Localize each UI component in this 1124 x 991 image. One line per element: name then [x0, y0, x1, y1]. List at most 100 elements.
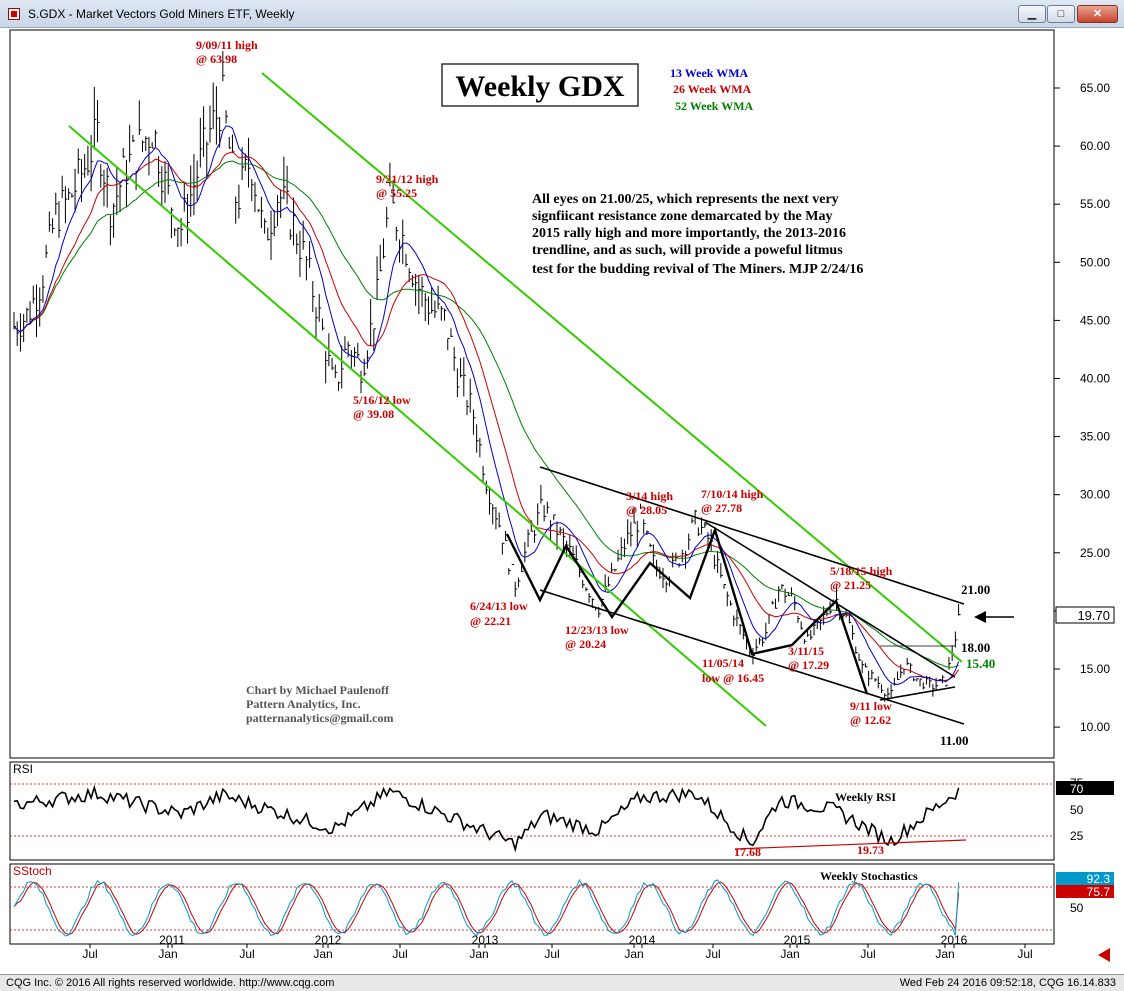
annotation-7-10-14-high: 7/10/14 high — [701, 487, 764, 501]
rsi-low-1: 17.68 — [734, 845, 761, 859]
price-y-tick-label: 10.00 — [1080, 720, 1110, 734]
rsi-series-label: Weekly RSI — [835, 790, 896, 804]
legend-wma52: 52 Week WMA — [675, 99, 754, 113]
price-y-tick-label: 65.00 — [1080, 81, 1110, 95]
annotation-11-05-14-value: low @ 16.45 — [702, 671, 764, 685]
close-icon: ✕ — [1092, 8, 1103, 20]
last-price-tag — [1055, 606, 1115, 624]
annotation-5-18-15-value: @ 21.25 — [830, 578, 871, 592]
legend-wma13: 13 Week WMA — [670, 66, 749, 80]
credit-line-3: patternanalytics@gmail.com — [246, 711, 393, 725]
annotation-3-14-value: @ 28.05 — [626, 503, 667, 517]
stoch-d-line — [13, 881, 960, 936]
price-y-tick-label: 35.00 — [1080, 430, 1110, 444]
price-y-tick-label: 45.00 — [1080, 313, 1110, 327]
footer-timestamp: Wed Feb 24 2016 09:52:18, CQG 16.14.833 — [899, 977, 1116, 989]
price-y-tick-label: 60.00 — [1080, 139, 1110, 153]
annotation-9-09-11-high: 9/09/11 high — [196, 38, 258, 52]
window-title-bar: S.GDX - Market Vectors Gold Miners ETF, … — [0, 0, 1124, 28]
footer-copyright: CQG Inc. © 2016 All rights reserved worl… — [6, 977, 335, 989]
price-y-tick-label: 15.00 — [1080, 662, 1110, 676]
price-y-tick-label: 25.00 — [1080, 546, 1110, 560]
annotation-12-23-13-low: 12/23/13 low — [565, 623, 629, 637]
support-trendline — [539, 589, 965, 725]
stoch-k-tag — [1056, 872, 1114, 885]
maximize-icon: □ — [1057, 8, 1065, 20]
annotation-6-24-13-low: 6/24/13 low — [470, 599, 528, 613]
x-month-label: Jul — [392, 947, 407, 961]
last-price-value: 19.70 — [1077, 608, 1110, 623]
commentary-line-3: 2015 rally high and more importantly, th… — [532, 226, 846, 241]
wedge-upper-line — [704, 521, 956, 678]
zigzag-pattern — [505, 526, 869, 695]
price-y-tick-label: 30.00 — [1080, 488, 1110, 502]
x-month-label: Jul — [705, 947, 720, 961]
annotation-3-11-15: 3/11/15 — [788, 644, 824, 658]
level-21: 21.00 — [961, 582, 990, 597]
rsi-low-2: 19.73 — [857, 843, 884, 857]
annotation-7-10-14-value: @ 27.78 — [701, 501, 742, 515]
rsi-value-tag — [1056, 781, 1114, 795]
x-month-label: Jul — [544, 947, 559, 961]
price-y-tick-label: 55.00 — [1080, 197, 1110, 211]
annotation-5-18-15-high: 5/18/15 high — [830, 564, 893, 578]
rsi-tick-25: 25 — [1070, 829, 1084, 843]
wma26-line — [13, 151, 960, 682]
title-box — [441, 63, 639, 107]
stoch-tick-50: 50 — [1070, 901, 1084, 915]
annotation-5-16-12-low: 5/16/12 low — [353, 393, 411, 407]
level-15-40: 15.40 — [966, 656, 995, 671]
resistance-trendline — [539, 466, 965, 605]
rsi-title: RSI — [13, 762, 33, 776]
credit-line-1: Chart by Michael Paulenoff — [246, 683, 390, 697]
x-month-label: Jul — [239, 947, 254, 961]
annotation-3-11-15-value: @ 17.29 — [788, 658, 829, 672]
price-y-axis: 65.00 60.00 55.00 50.00 45.00 40.00 35.00 30.00… — [1054, 81, 1110, 734]
wma52-line — [13, 160, 959, 668]
stoch-k-line — [13, 878, 960, 937]
x-month-label: Jul — [860, 947, 875, 961]
scroll-left-icon[interactable] — [1098, 948, 1110, 962]
annotation-9-21-12-high: 9/21/12 high — [376, 172, 439, 186]
legend-wma26: 26 Week WMA — [673, 82, 752, 96]
commentary-line-5: test for the budding revival of The Mine… — [532, 262, 863, 277]
maximize-button[interactable]: □ — [1047, 5, 1075, 23]
stoch-d-value: 75.7 — [1087, 885, 1111, 899]
status-footer: CQG Inc. © 2016 All rights reserved worl… — [0, 974, 1124, 991]
stoch-series-label: Weekly Stochastics — [820, 869, 918, 883]
x-month-label: Jan — [313, 947, 332, 961]
x-month-label: Jan — [469, 947, 488, 961]
annotation-9-09-11-value: @ 63.98 — [196, 52, 237, 66]
rsi-last-value: 70 — [1070, 782, 1084, 796]
close-button[interactable]: ✕ — [1077, 5, 1118, 23]
annotation-9-11-low: 9/11 low — [850, 699, 892, 713]
minimize-button[interactable]: ▁ — [1018, 5, 1046, 23]
credit-line-2: Pattern Analytics, Inc. — [246, 697, 361, 711]
x-month-label: Jan — [624, 947, 643, 961]
rsi-tick-50: 50 — [1070, 803, 1084, 817]
minimize-icon: ▁ — [1027, 8, 1037, 20]
rsi-divergence-line — [734, 839, 967, 850]
x-month-label: Jan — [935, 947, 954, 961]
stoch-k-value: 92.3 — [1087, 872, 1111, 886]
annotation-12-23-13-value: @ 20.24 — [565, 637, 606, 651]
annotation-3-14-high: 3/14 high — [626, 489, 673, 503]
price-y-tick-label: 50.00 — [1080, 255, 1110, 269]
level-11: 11.00 — [940, 733, 969, 748]
channel-lower-line — [68, 125, 767, 727]
annotation-9-11-value: @ 12.62 — [850, 713, 891, 727]
level-18: 18.00 — [961, 640, 990, 655]
chart-canvas: 65.00 60.00 55.00 50.00 45.00 40.00 35.00 30.00… — [9, 29, 1115, 962]
stoch-d-tag — [1056, 885, 1114, 898]
wma13-line — [13, 125, 960, 686]
commentary-line-2: signfiicant resistance zone demarcated b… — [532, 209, 832, 224]
rsi-line — [13, 784, 960, 853]
annotation-9-21-12-value: @ 55.25 — [376, 186, 417, 200]
price-panel — [9, 29, 1055, 759]
wedge-lower-line — [879, 686, 956, 701]
x-month-label: Jul — [82, 947, 97, 961]
annotation-11-05-14: 11/05/14 — [702, 656, 744, 670]
channel-upper-line — [261, 72, 963, 663]
price-y-tick-label: 40.00 — [1080, 372, 1110, 386]
